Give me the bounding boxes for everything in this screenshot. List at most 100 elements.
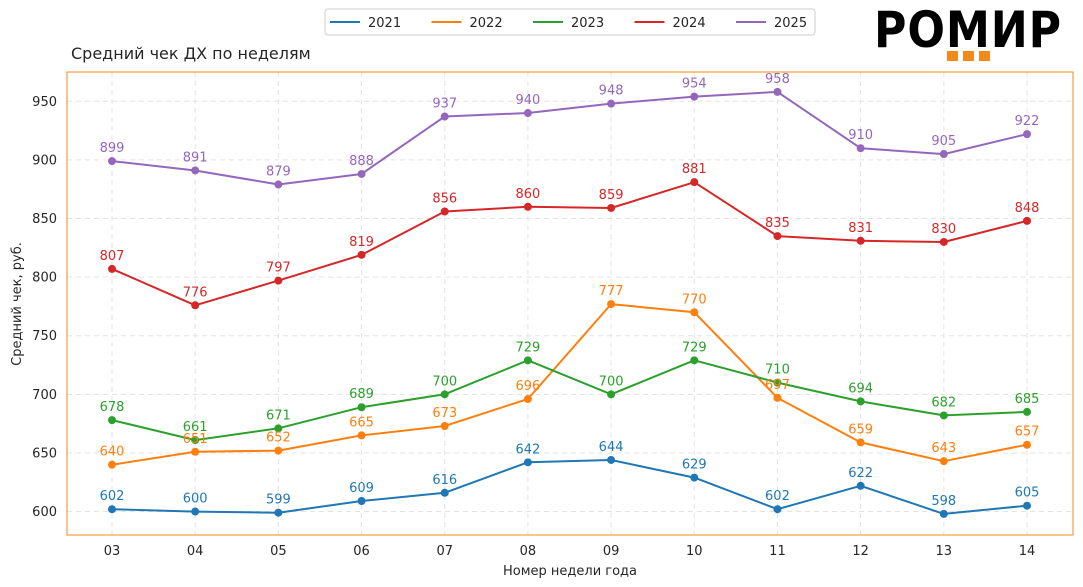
data-point-2021 — [773, 505, 782, 514]
data-label-2021: 644 — [599, 440, 624, 455]
series-line-2025 — [111, 90, 1028, 186]
data-label-2023: 729 — [682, 340, 707, 355]
y-tick-label: 950 — [32, 95, 57, 110]
data-point-2022 — [939, 457, 948, 466]
data-point-2022 — [191, 447, 200, 456]
data-label-2025: 879 — [266, 165, 291, 180]
data-point-2025 — [274, 180, 283, 189]
logo-square-1 — [947, 51, 958, 61]
logo-square-2 — [963, 51, 974, 61]
data-label-2022: 651 — [183, 432, 208, 447]
data-point-2022 — [1023, 440, 1031, 449]
y-tick-label: 600 — [32, 505, 57, 520]
legend-label-2024: 2024 — [673, 16, 706, 31]
data-point-2022 — [274, 446, 283, 455]
data-point-2024 — [108, 264, 116, 273]
data-point-2024 — [856, 236, 865, 245]
data-label-2025: 888 — [349, 154, 374, 169]
data-label-2025: 937 — [432, 97, 457, 112]
x-tick-label: 09 — [603, 544, 620, 559]
data-label-2024: 881 — [682, 162, 707, 177]
data-label-2025: 940 — [515, 93, 540, 108]
axes: 600 650 700 750 800 850 900 950 03 04 05 06 07 08 09 10… — [32, 95, 1035, 559]
data-label-2022: 665 — [349, 415, 374, 430]
data-point-2024 — [440, 207, 449, 216]
x-tick-label: 05 — [270, 544, 287, 559]
data-label-2021: 605 — [1015, 486, 1040, 501]
data-point-2022 — [523, 395, 532, 404]
data-point-2021 — [274, 508, 283, 517]
data-label-2021: 602 — [765, 489, 790, 504]
data-label-2024: 859 — [599, 188, 624, 203]
x-tick-label: 08 — [520, 544, 537, 559]
data-point-2021 — [191, 507, 200, 516]
plot-frame — [66, 71, 1074, 536]
x-tick-label: 14 — [1019, 544, 1036, 559]
data-point-2023 — [939, 411, 948, 420]
series-line-2022 — [111, 303, 1028, 466]
x-tick-label: 07 — [436, 544, 453, 559]
data-label-2024: 830 — [931, 222, 956, 237]
y-tick-label: 750 — [32, 329, 57, 344]
x-tick-label: 11 — [769, 544, 786, 559]
data-point-2025 — [440, 112, 449, 121]
data-point-2021 — [607, 455, 616, 464]
x-tick-label: 04 — [187, 544, 204, 559]
data-label-2024: 831 — [848, 221, 873, 236]
data-point-2021 — [108, 505, 116, 514]
data-label-2025: 905 — [931, 134, 956, 149]
y-tick-label: 700 — [32, 388, 57, 403]
data-point-2022 — [440, 421, 449, 430]
data-point-2025 — [607, 99, 616, 108]
data-label-2022: 659 — [848, 422, 873, 437]
x-tick-label: 12 — [852, 544, 869, 559]
logo-square-3 — [979, 51, 990, 61]
data-labels: 602 600 599 609 616 642 644 629 602 622 598 605 640 6… — [100, 72, 1040, 509]
data-point-2023 — [607, 390, 616, 399]
data-point-2024 — [274, 276, 283, 285]
y-tick-label: 850 — [32, 212, 57, 227]
data-label-2023: 689 — [349, 387, 374, 402]
data-label-2025: 948 — [599, 84, 624, 99]
logo-text: РОМИР — [874, 1, 1062, 59]
data-point-2025 — [523, 109, 532, 118]
x-tick-label: 03 — [104, 544, 121, 559]
data-point-2023 — [856, 397, 865, 406]
data-label-2025: 891 — [183, 150, 208, 165]
data-label-2021: 609 — [349, 481, 374, 496]
data-label-2023: 682 — [931, 395, 956, 410]
data-point-2025 — [939, 150, 948, 159]
data-point-2023 — [690, 356, 699, 365]
data-point-2022 — [108, 460, 116, 469]
data-point-2022 — [856, 438, 865, 447]
series-line-2024 — [111, 181, 1028, 307]
data-label-2022: 643 — [931, 441, 956, 456]
data-label-2023: 671 — [266, 408, 291, 423]
data-point-2024 — [357, 250, 366, 259]
data-label-2022: 696 — [515, 379, 540, 394]
y-tick-label: 650 — [32, 446, 57, 461]
data-point-2025 — [357, 169, 366, 178]
data-label-2023: 661 — [183, 420, 208, 435]
data-label-2022: 777 — [599, 284, 624, 299]
data-point-2025 — [108, 157, 116, 166]
data-label-2022: 657 — [1015, 425, 1040, 440]
data-point-2024 — [191, 301, 200, 310]
data-point-2024 — [939, 237, 948, 246]
x-axis-title: Номер недели года — [503, 564, 637, 579]
data-label-2024: 856 — [432, 191, 457, 206]
series-line-2023 — [111, 359, 1028, 442]
data-point-2021 — [523, 458, 532, 467]
data-point-2024 — [773, 232, 782, 241]
data-label-2023: 685 — [1015, 392, 1040, 407]
data-label-2021: 602 — [100, 489, 125, 504]
y-tick-label: 800 — [32, 271, 57, 286]
legend-box — [324, 8, 816, 36]
data-label-2021: 600 — [183, 492, 208, 507]
y-tick-label: 900 — [32, 153, 57, 168]
chart-title: Средний чек ДХ по неделям — [71, 44, 311, 63]
data-point-2022 — [773, 393, 782, 402]
data-point-2025 — [1023, 130, 1031, 139]
data-point-2022 — [607, 300, 616, 309]
